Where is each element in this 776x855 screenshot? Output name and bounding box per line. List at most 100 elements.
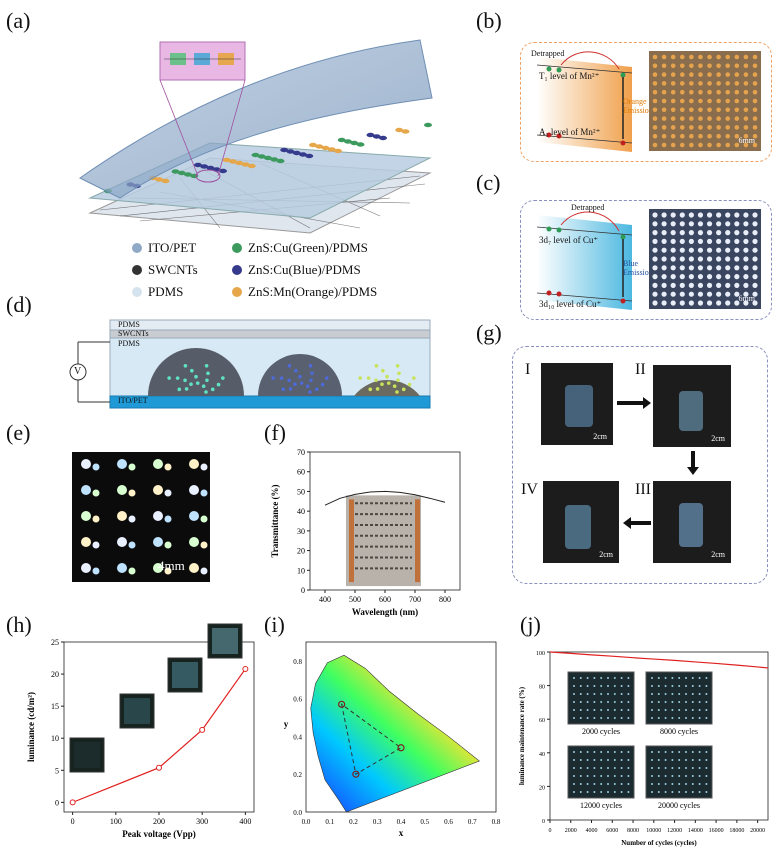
- legend-swatch: [132, 243, 142, 253]
- array-dot: [689, 72, 694, 77]
- array-dot: [698, 54, 703, 60]
- array-dot: [752, 142, 758, 148]
- array-dot: [707, 63, 712, 69]
- g-photo-1: 2cm: [541, 363, 613, 445]
- array-dot: [661, 282, 667, 288]
- cycle-inset-dot: [651, 685, 653, 687]
- array-dot: [734, 125, 740, 130]
- orange-energy-diagram: [536, 51, 633, 152]
- cycle-inset-dot: [627, 783, 630, 785]
- array-dot: [725, 81, 731, 86]
- array-dot: [670, 98, 676, 104]
- cycle-inset-dot: [573, 677, 575, 679]
- array-dot: [670, 238, 676, 244]
- array-dot: [661, 89, 667, 95]
- phosphor-particle: [392, 384, 397, 389]
- array-dot: [698, 63, 703, 69]
- array-dot: [716, 89, 721, 95]
- cycle-inset-dot: [685, 767, 687, 769]
- cycle-inset-dot: [651, 791, 653, 793]
- cycle-inset-dot: [620, 717, 623, 719]
- array-dot: [688, 282, 694, 288]
- emission-dot: [128, 541, 136, 549]
- array-dot: [688, 300, 694, 306]
- array-dot: [679, 63, 685, 69]
- cycle-inset-dot: [698, 759, 701, 761]
- array-dot: [679, 89, 685, 95]
- y-tick-label: 80: [539, 685, 545, 691]
- emission-dot: [189, 511, 199, 521]
- array-dot: [697, 300, 704, 306]
- array-dot: [652, 98, 658, 104]
- array-dot: [679, 212, 685, 218]
- cycle-inset-dot: [573, 783, 575, 785]
- y-tick-label: 20: [51, 670, 59, 679]
- cycle-inset-dot: [586, 783, 589, 785]
- cycle-inset-dot: [691, 709, 694, 711]
- array-dot: [716, 230, 722, 236]
- array-dot: [679, 72, 685, 77]
- array-dot: [661, 230, 667, 236]
- array-dot: [652, 89, 658, 95]
- array-dot: [697, 274, 704, 280]
- array-dot: [661, 274, 667, 280]
- array-dot: [734, 72, 740, 77]
- device-dot: [305, 153, 314, 159]
- array-dot: [652, 265, 658, 271]
- phosphor-particle: [386, 381, 391, 385]
- array-dot: [661, 125, 667, 130]
- cycle-inset-dot: [685, 751, 687, 753]
- array-dot: [734, 133, 740, 139]
- panel-label-b: (b): [476, 8, 502, 33]
- cycle-inset-dot: [651, 717, 653, 719]
- cycle-inset-dot: [664, 775, 667, 777]
- device-dot: [155, 177, 164, 182]
- cycle-inset-dot: [600, 791, 603, 793]
- phosphor-particle: [375, 387, 380, 391]
- cycle-inset-dot: [671, 709, 674, 711]
- array-dot: [752, 274, 758, 280]
- emission-dot: [81, 563, 91, 573]
- cycle-inset-dot: [593, 709, 596, 711]
- array-dot: [706, 247, 713, 253]
- cycle-label: 2000 cycles: [582, 727, 620, 736]
- cycle-inset-dot: [691, 677, 694, 679]
- device-dot: [286, 149, 295, 154]
- b-scale-label: 6mm: [738, 136, 755, 145]
- cycle-inset-dot: [607, 751, 609, 753]
- cycle-inset-dot: [613, 677, 616, 679]
- array-dot: [661, 133, 667, 139]
- array-dot: [688, 274, 694, 280]
- legend-item: ZnS:Mn(Orange)/PDMS: [232, 284, 377, 300]
- array-dot: [743, 291, 749, 297]
- array-dot: [661, 291, 667, 297]
- device-dot: [264, 155, 272, 161]
- emission-dot: [164, 515, 172, 523]
- cycle-inset-dot: [691, 791, 694, 793]
- array-dot: [716, 282, 722, 288]
- emission-dot: [92, 489, 100, 497]
- array-dot: [725, 54, 731, 60]
- phosphor-particle: [271, 376, 275, 380]
- cycle-inset-dot: [593, 783, 596, 785]
- cycle-inset-dot: [705, 783, 708, 785]
- array-dot: [652, 256, 658, 262]
- array-dot: [743, 142, 749, 148]
- x-tick-label: 600: [379, 595, 391, 604]
- y-tick-label: 0: [55, 798, 59, 807]
- array-dot: [752, 230, 758, 236]
- array-dot: [716, 81, 721, 86]
- array-dot: [689, 63, 694, 69]
- device-dot: [395, 127, 404, 133]
- cycle-inset-dot: [573, 751, 575, 753]
- array-dot: [689, 89, 694, 95]
- emission-dot: [92, 541, 100, 549]
- orange-device-photo: 6mm: [649, 51, 761, 151]
- cycle-inset-dot: [678, 677, 681, 679]
- x-tick-label: 8000: [627, 828, 639, 834]
- cycle-inset-dot: [678, 791, 681, 793]
- cycle-inset-photo: [567, 745, 635, 799]
- array-dot: [734, 300, 740, 306]
- y-tick-label: 40: [297, 507, 305, 516]
- x-tick-label: 0.0: [302, 818, 311, 826]
